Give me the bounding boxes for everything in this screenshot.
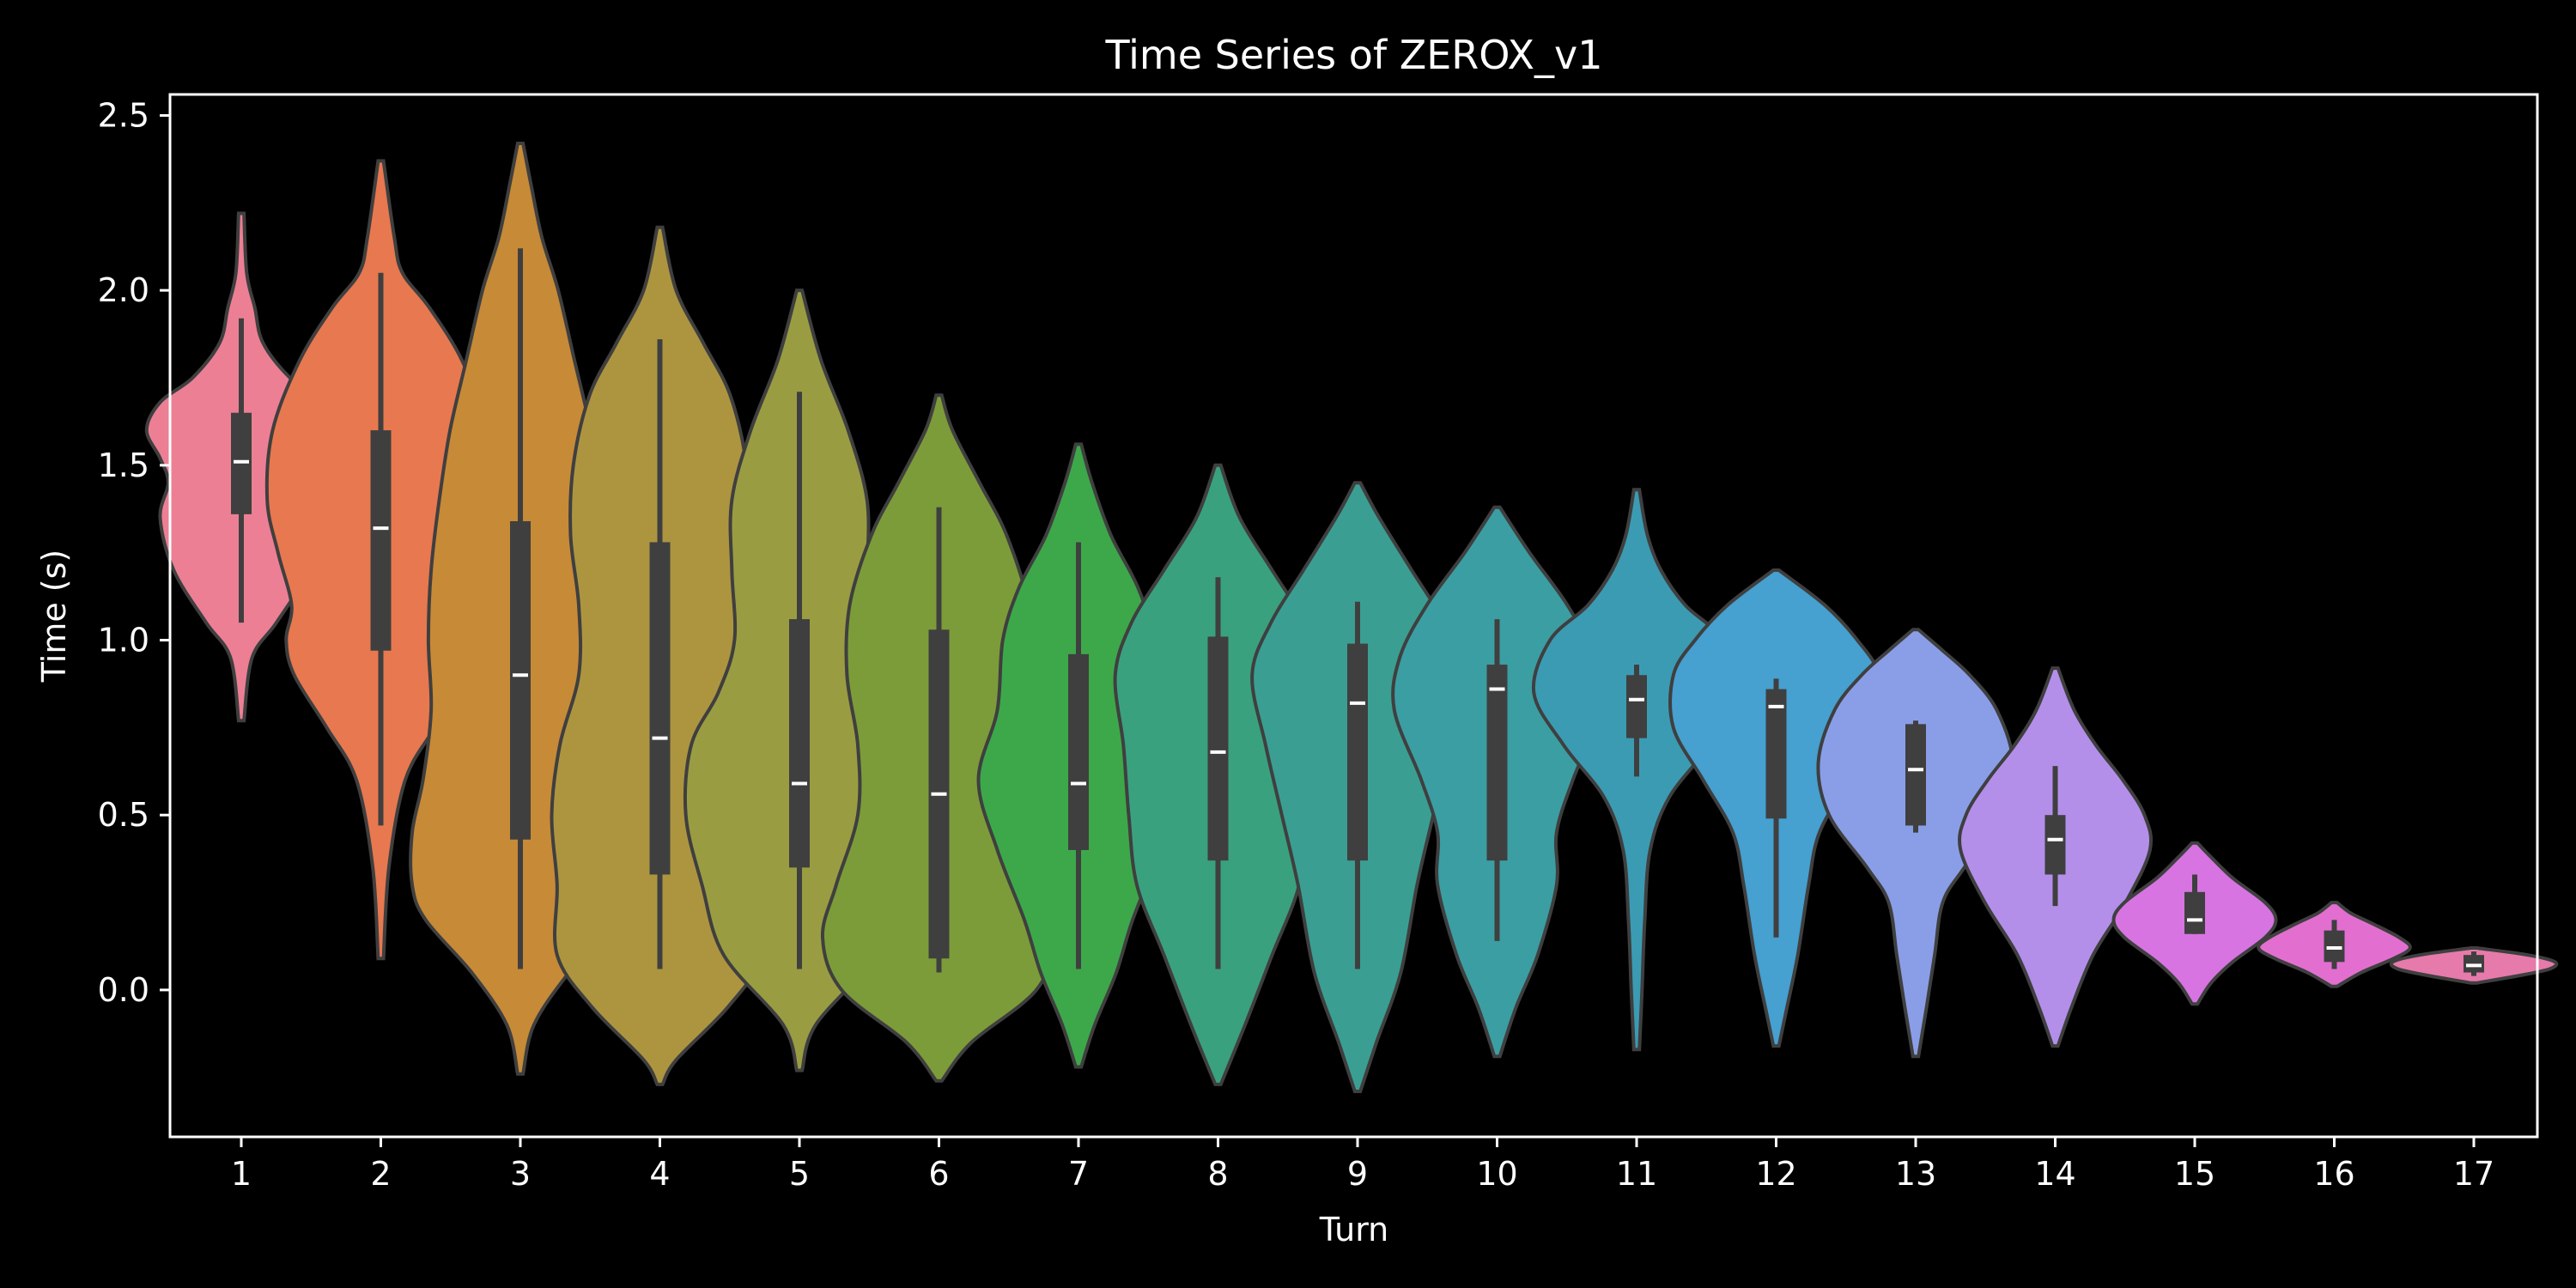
violin-iqr-box: [1765, 689, 1787, 819]
violin-iqr-box: [231, 412, 252, 514]
violin-turn-15: [2111, 841, 2278, 1006]
violin-iqr-box: [1347, 643, 1368, 861]
x-tick-label: 12: [1755, 1155, 1796, 1193]
x-tick-label: 16: [2313, 1155, 2354, 1193]
violin-body: [1816, 628, 2015, 1059]
violin-iqr-box: [1486, 665, 1508, 861]
violin-iqr-box: [2184, 891, 2205, 934]
violin-iqr-box: [649, 542, 671, 875]
violin-iqr-box: [1905, 724, 1926, 826]
violin-iqr-box: [370, 430, 392, 651]
y-tick-label: 0.5: [98, 796, 149, 834]
violin-iqr-box: [789, 619, 810, 868]
violin-turn-11: [1531, 488, 1742, 1052]
x-tick-label: 1: [231, 1155, 252, 1193]
violin-turn-6: [820, 393, 1058, 1083]
x-tick-label: 3: [510, 1155, 531, 1193]
violin-layer: [144, 142, 2559, 1093]
x-tick-label: 8: [1207, 1155, 1228, 1193]
x-axis-label: Turn: [1319, 1211, 1389, 1249]
violin-iqr-box: [2324, 930, 2345, 963]
violin-iqr-box: [2464, 955, 2484, 973]
violin-iqr-box: [1068, 653, 1089, 850]
x-tick-label: 5: [789, 1155, 810, 1193]
x-tick-label: 15: [2174, 1155, 2215, 1193]
y-tick-label: 2.0: [98, 271, 149, 309]
violin-turn-16: [2257, 901, 2412, 988]
violin-iqr-box: [510, 521, 531, 840]
x-tick-label: 6: [928, 1155, 949, 1193]
y-axis-label: Time (s): [35, 550, 73, 683]
y-tick-label: 2.5: [98, 96, 149, 134]
violin-iqr-box: [1207, 636, 1229, 861]
x-tick-label: 4: [649, 1155, 670, 1193]
y-tick-label: 1.5: [98, 447, 149, 484]
x-tick-label: 17: [2453, 1155, 2494, 1193]
violin-iqr-box: [2044, 815, 2066, 875]
x-tick-label: 14: [2034, 1155, 2075, 1193]
violin-turn-17: [2389, 946, 2559, 985]
x-tick-label: 7: [1068, 1155, 1089, 1193]
y-axis: 0.0 0.5 1.0 1.5 2.0 2.5: [98, 96, 170, 1009]
x-tick-label: 11: [1616, 1155, 1657, 1193]
plot-frame: [168, 93, 2539, 1139]
violin-iqr-box: [1626, 675, 1647, 738]
violin-turn-12: [1668, 568, 1884, 1048]
x-axis: 1 2 3 4 5 6 7 8 9 10 11 12 13 14 15 16 17: [231, 1137, 2494, 1193]
violin-turn-13: [1816, 628, 2015, 1059]
y-tick-label: 0.0: [98, 971, 149, 1009]
x-tick-label: 9: [1347, 1155, 1368, 1193]
chart-title: Time Series of ZEROX_v1: [1104, 32, 1602, 78]
x-tick-label: 10: [1476, 1155, 1517, 1193]
x-tick-label: 2: [370, 1155, 391, 1193]
x-tick-label: 13: [1895, 1155, 1936, 1193]
y-tick-label: 1.0: [98, 622, 149, 659]
violin-turn-8: [1113, 463, 1323, 1086]
